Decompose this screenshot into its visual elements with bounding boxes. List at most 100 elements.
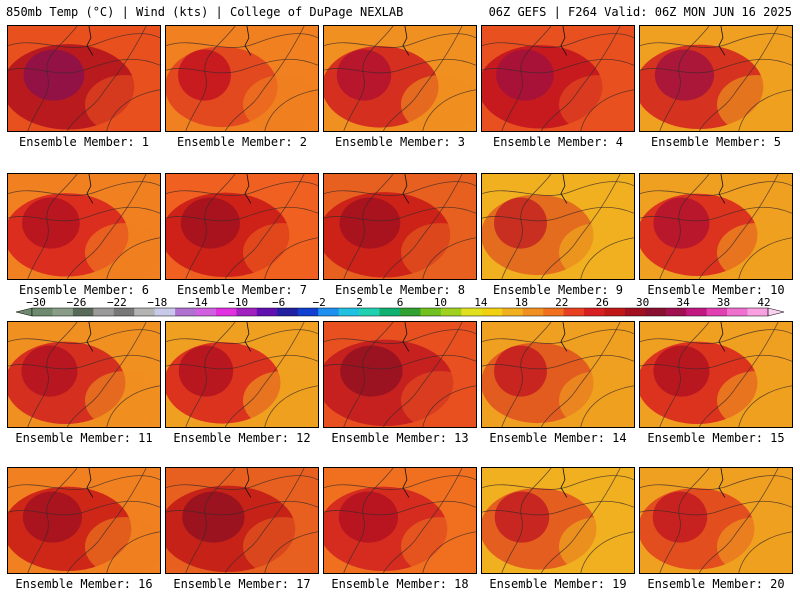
ensemble-panel-1: [7, 25, 161, 132]
max-temp-region: [340, 345, 403, 397]
member-label: Ensemble Member: 6: [18, 283, 150, 297]
border-line: [718, 468, 726, 498]
colorbar-segment: [502, 308, 523, 316]
contour-line: [224, 174, 305, 279]
temperature-map: [640, 468, 792, 573]
border-line: [244, 26, 252, 56]
colorbar-tick-label: −26: [67, 296, 87, 309]
colorbar-segment: [338, 308, 360, 316]
contour-line: [640, 58, 792, 74]
colorbar-segment: [236, 308, 258, 316]
member-label: Ensemble Member: 3: [334, 135, 466, 149]
colorbar-tick-label: −6: [272, 296, 285, 309]
contour-line: [66, 174, 147, 279]
contour-line: [324, 500, 476, 516]
contour-line: [580, 531, 634, 573]
contour-line: [264, 89, 318, 131]
contour-line: [422, 89, 476, 131]
ensemble-panel-9: [481, 173, 635, 280]
max-temp-region: [22, 197, 80, 249]
colorbar-tick-label: 26: [596, 296, 609, 309]
max-temp-region: [339, 197, 401, 249]
contour-line: [106, 385, 160, 427]
ensemble-panel-7: [165, 173, 319, 280]
temperature-map: [482, 26, 634, 131]
contour-line: [422, 237, 476, 279]
member-label: Ensemble Member: 16: [15, 577, 153, 591]
member-label: Ensemble Member: 11: [15, 431, 153, 445]
member-label: Ensemble Member: 18: [331, 577, 469, 591]
colorbar-segment: [277, 308, 299, 316]
colorbar-segment: [93, 308, 115, 316]
temperature-map: [324, 468, 476, 573]
contour-line: [580, 237, 634, 279]
colorbar-segment: [461, 308, 483, 316]
border-line: [560, 322, 568, 352]
max-temp-region: [653, 197, 710, 249]
contour-line: [106, 237, 160, 279]
temperature-map: [324, 174, 476, 279]
temperature-map: [166, 468, 318, 573]
ensemble-panel-19: [481, 467, 635, 574]
colorbar-tick-label: −14: [188, 296, 208, 309]
member-label: Ensemble Member: 13: [331, 431, 469, 445]
header-bar: 850mb Temp (°C) | Wind (kts) | College o…: [0, 0, 800, 22]
contour-line: [640, 33, 792, 48]
contour-line: [640, 206, 792, 222]
ensemble-panel-8: [323, 173, 477, 280]
max-temp-region: [494, 197, 547, 249]
contour-line: [66, 322, 147, 427]
contour-line: [640, 354, 792, 370]
temperature-map: [482, 468, 634, 573]
member-label: Ensemble Member: 19: [489, 577, 627, 591]
contour-line: [659, 322, 710, 427]
temperature-map: [8, 468, 160, 573]
colorbar-tick-label: 34: [676, 296, 690, 309]
contour-line: [324, 206, 476, 222]
contour-line: [8, 206, 160, 222]
contour-line: [540, 468, 621, 573]
border-line: [560, 174, 568, 204]
colorbar-tick-label: 14: [474, 296, 488, 309]
max-temp-region: [182, 491, 245, 543]
border-line: [718, 26, 726, 56]
contour-line: [482, 329, 634, 344]
colorbar-segment: [645, 308, 667, 316]
colorbar-tick-label: 22: [555, 296, 568, 309]
colorbar-segment: [584, 308, 605, 316]
member-label: Ensemble Member: 9: [492, 283, 624, 297]
colorbar-tick-label: 38: [717, 296, 730, 309]
contour-line: [482, 33, 634, 48]
member-label: Ensemble Member: 15: [647, 431, 785, 445]
contour-line: [382, 322, 463, 427]
contour-line: [8, 33, 160, 48]
ensemble-panel-17: [165, 467, 319, 574]
border-line: [402, 26, 410, 56]
colorbar-segment: [318, 308, 339, 316]
contour-line: [640, 500, 792, 516]
colorbar-segment: [195, 308, 217, 316]
contour-line: [264, 237, 318, 279]
max-temp-region: [178, 345, 234, 397]
contour-line: [185, 174, 236, 279]
contour-line: [501, 468, 552, 573]
contour-line: [166, 354, 318, 370]
colorbar-tick-label: 10: [434, 296, 447, 309]
colorbar-segment: [72, 308, 94, 316]
colorbar-segment: [543, 308, 564, 316]
ensemble-panel-15: [639, 321, 793, 428]
contour-line: [659, 468, 710, 573]
contour-line: [580, 89, 634, 131]
colorbar-segment: [154, 308, 176, 316]
contour-line: [324, 354, 476, 370]
contour-line: [8, 500, 160, 516]
member-label: Ensemble Member: 1: [18, 135, 150, 149]
colorbar-tick-label: 2: [356, 296, 363, 309]
contour-line: [185, 26, 236, 131]
colorbar-segment: [256, 308, 278, 316]
contour-line: [224, 468, 305, 573]
border-line: [86, 26, 94, 56]
product-title: 850mb Temp (°C) | Wind (kts) | College o…: [6, 5, 404, 19]
contour-line: [482, 500, 634, 516]
colorbar-segment: [665, 308, 687, 316]
